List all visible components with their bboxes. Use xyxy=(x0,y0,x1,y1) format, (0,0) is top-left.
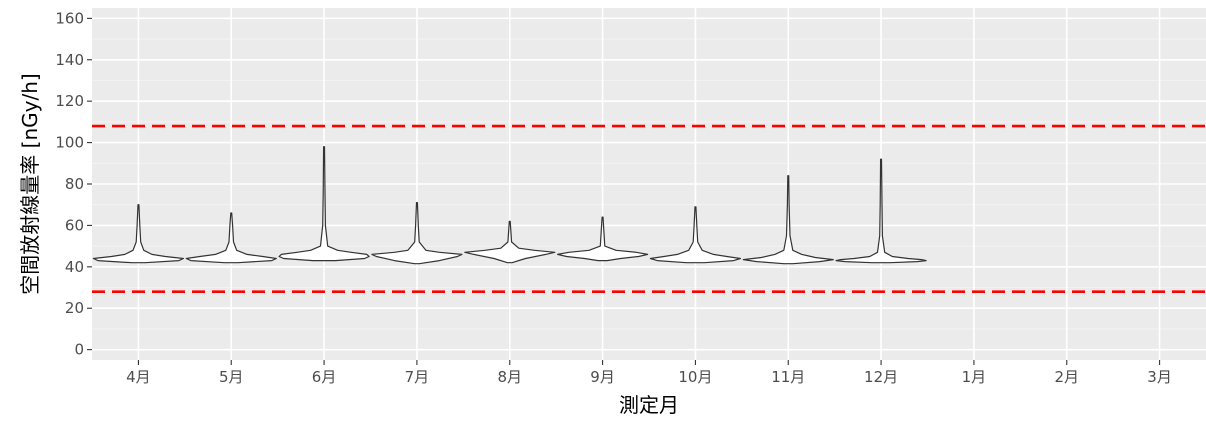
x-tick-label: 6月 xyxy=(312,368,337,386)
violin-11月 xyxy=(742,175,834,265)
x-tick-label: 8月 xyxy=(497,368,522,386)
x-tick-label: 5月 xyxy=(219,368,244,386)
reference-lines xyxy=(92,124,1206,293)
y-axis: 0 20 40 60 80 100 120 140 160 xyxy=(55,9,92,359)
violin-5月 xyxy=(185,212,277,264)
y-axis-title: 空間放射線量率 [nGy/h] xyxy=(18,73,42,294)
y-tick-label: 0 xyxy=(74,341,84,359)
x-axis-title: 測定月 xyxy=(619,393,679,417)
y-tick-label: 160 xyxy=(55,9,84,27)
x-axis: 4月 5月 6月 7月 8月 9月 10月 11月 12月 1月 2月 3月 xyxy=(126,360,1172,386)
major-gridlines xyxy=(92,8,1206,360)
x-tick-label: 11月 xyxy=(771,368,805,386)
violin-6月 xyxy=(278,146,370,262)
x-tick-label: 10月 xyxy=(678,368,712,386)
y-tick-label: 100 xyxy=(55,134,84,152)
violins xyxy=(92,146,927,265)
violin-10月 xyxy=(649,206,741,264)
x-tick-label: 2月 xyxy=(1054,368,1079,386)
y-tick-label: 60 xyxy=(65,216,84,234)
x-tick-label: 4月 xyxy=(126,368,151,386)
violin-9月 xyxy=(557,216,649,262)
x-tick-label: 1月 xyxy=(962,368,987,386)
violin-12月 xyxy=(835,158,927,264)
x-tick-label: 7月 xyxy=(405,368,430,386)
y-tick-label: 20 xyxy=(65,299,84,317)
x-tick-label: 9月 xyxy=(590,368,615,386)
violin-4月 xyxy=(92,204,184,264)
minor-gridlines xyxy=(92,38,1206,330)
x-tick-label: 3月 xyxy=(1147,368,1172,386)
y-tick-label: 40 xyxy=(65,258,84,276)
y-tick-label: 120 xyxy=(55,92,84,110)
y-tick-label: 140 xyxy=(55,51,84,69)
y-tick-label: 80 xyxy=(65,175,84,193)
x-tick-label: 12月 xyxy=(864,368,898,386)
violin-8月 xyxy=(464,220,556,264)
violin-7月 xyxy=(371,202,463,265)
